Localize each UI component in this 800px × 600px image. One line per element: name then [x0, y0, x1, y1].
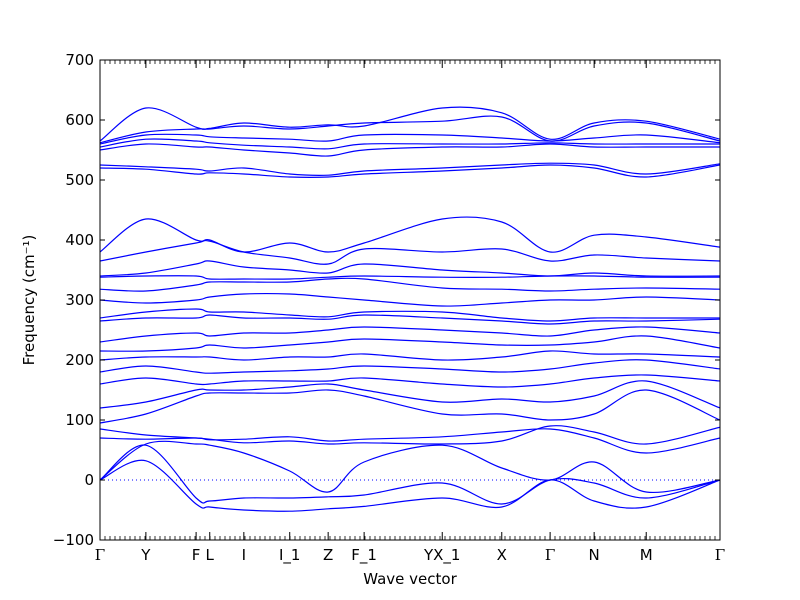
band-line-1 [100, 459, 720, 512]
band-line-3 [100, 440, 720, 494]
x-tick-label: F_1 [351, 546, 377, 565]
y-tick-label: 500 [65, 171, 94, 189]
band-line-25 [100, 133, 720, 145]
band-line-17 [100, 275, 720, 280]
band-line-19 [100, 239, 720, 265]
band-line-24 [100, 138, 720, 150]
band-line-8 [100, 374, 720, 388]
phonon-bands [100, 106, 720, 512]
band-line-13 [100, 314, 720, 325]
band-line-7 [100, 380, 720, 409]
band-line-12 [100, 326, 720, 343]
x-tick-label: Γ [95, 546, 105, 564]
band-line-2 [100, 444, 720, 505]
minor-x-ticks [99, 60, 721, 540]
band-line-6 [100, 389, 720, 424]
x-axis-label: Wave vector [363, 570, 457, 588]
band-line-23 [100, 143, 720, 157]
x-tick-label: N [589, 546, 600, 564]
x-tick-label: M [640, 546, 653, 564]
x-tick-label: X [497, 546, 507, 564]
x-tick-label: L [206, 546, 215, 564]
band-line-26 [100, 115, 720, 144]
band-line-18 [100, 260, 720, 277]
band-line-16 [100, 277, 720, 292]
band-line-20 [100, 216, 720, 253]
y-axis-label: Frequency (cm⁻¹) [20, 235, 38, 366]
x-tick-label: YX_1 [423, 546, 460, 565]
y-tick-label: 100 [65, 411, 94, 429]
x-tick-label: I [242, 546, 246, 564]
band-line-14 [100, 308, 720, 322]
x-tick-label: F [192, 546, 201, 564]
band-line-9 [100, 359, 720, 374]
y-tick-label: 600 [65, 111, 94, 129]
band-line-15 [100, 293, 720, 307]
band-line-22 [100, 162, 720, 176]
x-tick-label: Y [140, 546, 151, 564]
x-tick-label: Γ [715, 546, 725, 564]
y-tick-label: −100 [53, 531, 94, 549]
y-axis-ticks: −100 0 100 200 300 400 500 600 700 [53, 51, 720, 549]
band-line-10 [100, 350, 720, 361]
band-line-11 [100, 335, 720, 352]
y-tick-label: 0 [84, 471, 94, 489]
band-line-21 [100, 164, 720, 178]
y-tick-label: 400 [65, 231, 94, 249]
y-tick-label: 300 [65, 291, 94, 309]
x-tick-label: Z [323, 546, 333, 564]
band-line-27 [100, 106, 720, 142]
y-tick-label: 200 [65, 351, 94, 369]
x-tick-label: Γ [545, 546, 555, 564]
plot-frame [99, 59, 721, 541]
y-tick-label: 700 [65, 51, 94, 69]
x-tick-label: I_1 [279, 546, 300, 565]
band-line-5 [100, 425, 720, 445]
